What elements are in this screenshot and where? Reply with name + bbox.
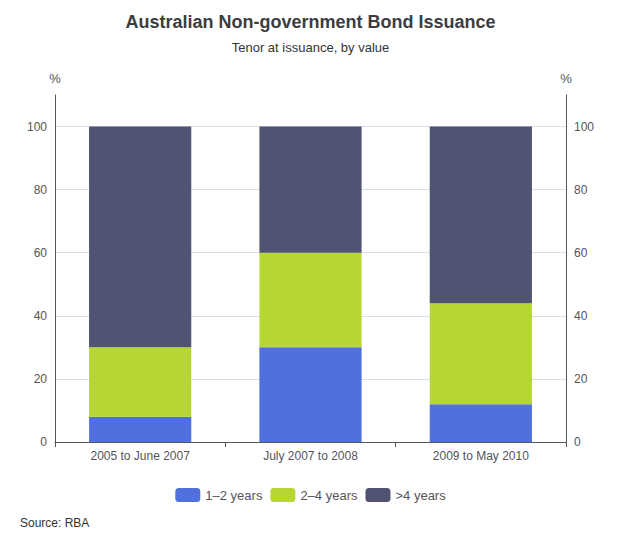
svg-text:Source: RBA: Source: RBA (20, 516, 89, 530)
svg-text:%: % (49, 71, 61, 86)
svg-text:100: 100 (574, 120, 594, 134)
svg-text:20: 20 (574, 372, 588, 386)
svg-text:2009 to May 2010: 2009 to May 2010 (433, 449, 529, 463)
svg-text:2005 to June 2007: 2005 to June 2007 (90, 449, 190, 463)
svg-text:40: 40 (574, 309, 588, 323)
svg-text:40: 40 (34, 309, 48, 323)
svg-text:80: 80 (574, 183, 588, 197)
svg-text:0: 0 (574, 435, 581, 449)
svg-text:80: 80 (34, 183, 48, 197)
svg-text:0: 0 (40, 435, 47, 449)
svg-text:%: % (560, 71, 572, 86)
svg-text:July 2007 to 2008: July 2007 to 2008 (263, 449, 358, 463)
svg-text:60: 60 (34, 246, 48, 260)
svg-text:1–2 years: 1–2 years (205, 488, 263, 503)
svg-text:Australian Non-government Bond: Australian Non-government Bond Issuance (125, 12, 495, 32)
svg-text:20: 20 (34, 372, 48, 386)
svg-text:Tenor at issuance, by value: Tenor at issuance, by value (232, 40, 390, 55)
svg-text:100: 100 (27, 120, 47, 134)
svg-text:>4 years: >4 years (395, 488, 446, 503)
svg-text:2–4 years: 2–4 years (300, 488, 358, 503)
svg-text:60: 60 (574, 246, 588, 260)
